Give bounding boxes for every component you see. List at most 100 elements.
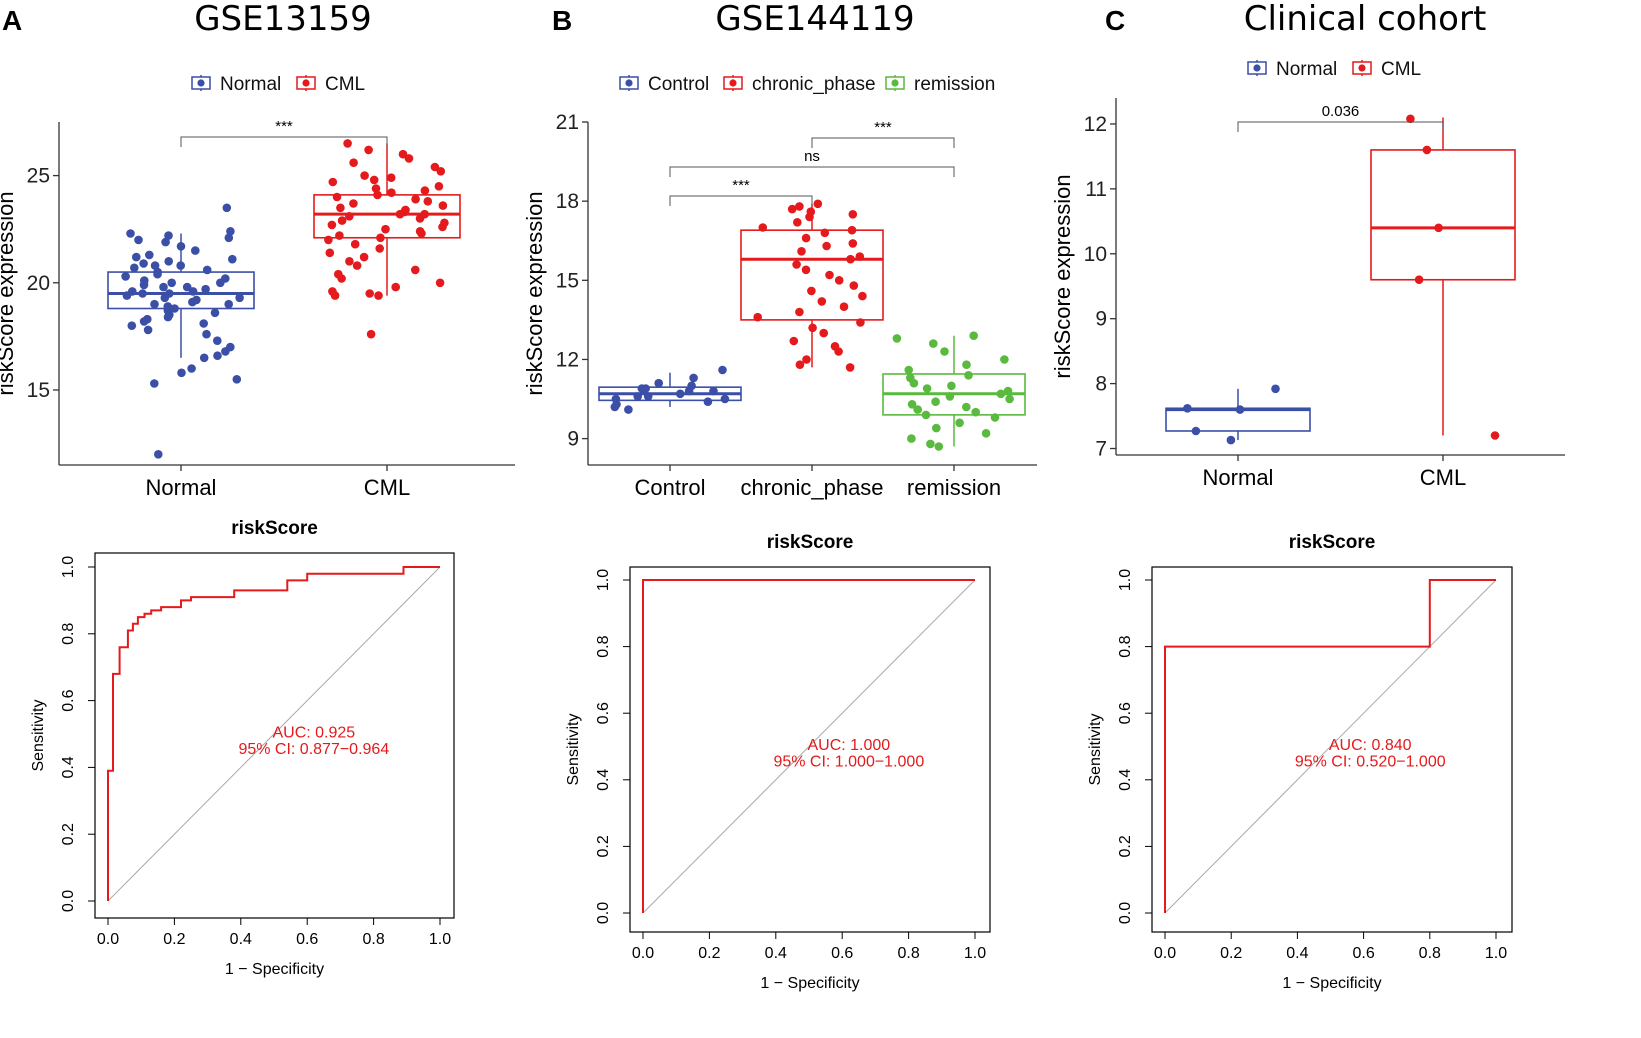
data-point: [143, 325, 153, 335]
data-point: [1414, 275, 1424, 285]
ci-label: 95% CI: 0.877−0.964: [238, 741, 389, 758]
y-tick-label: 0.4: [60, 756, 77, 778]
data-point: [366, 329, 376, 339]
panel-title-b: GSE144119: [715, 0, 914, 39]
data-point: [849, 281, 859, 290]
data-point: [201, 284, 210, 294]
x-tick-label: CML: [1420, 465, 1466, 490]
boxplot-clinical-cohort: 7 8 9 10 11 12 riskScore expression Normal CML No…: [1050, 59, 1565, 490]
data-point: [913, 405, 922, 414]
data-point: [1235, 405, 1245, 414]
significance-label: ns: [804, 148, 820, 165]
x-tick-label: remission: [907, 475, 1001, 500]
plot-frame: [1151, 566, 1513, 933]
y-tick-label: 0.8: [1117, 635, 1134, 657]
data-point: [822, 241, 831, 251]
data-point: [934, 442, 944, 451]
data-point: [947, 381, 956, 391]
box-iqr: [107, 271, 255, 310]
data-point: [330, 291, 340, 300]
data-point: [909, 378, 919, 388]
x-tick-label: 0.6: [1352, 945, 1374, 962]
y-tick-label: 12: [1084, 113, 1107, 136]
y-tick-label: 18: [556, 190, 579, 213]
data-point: [139, 280, 149, 290]
y-tick-label: 1.0: [1117, 569, 1134, 591]
data-point: [945, 392, 955, 401]
ci-label: 95% CI: 0.520−1.000: [1295, 753, 1446, 770]
boxplot-gse144119: 9 12 15 18 21 riskScore expression Control chro…: [522, 74, 1037, 500]
y-tick-label: 12: [556, 348, 579, 371]
auc-label: AUC: 1.000: [807, 737, 890, 754]
data-point: [235, 293, 244, 303]
data-point: [907, 400, 917, 409]
data-point: [1226, 435, 1236, 445]
y-tick-label: 10: [1084, 243, 1107, 266]
roc-curve-line: [642, 579, 975, 913]
data-point: [222, 203, 232, 213]
data-point: [1490, 431, 1500, 440]
data-point: [709, 386, 718, 396]
y-tick-label: 7: [1095, 438, 1107, 461]
data-point: [411, 265, 420, 275]
data-point: [1406, 114, 1415, 124]
data-point: [359, 252, 369, 262]
data-point: [834, 276, 844, 285]
data-point: [202, 329, 211, 339]
data-point: [643, 392, 653, 401]
significance-label: ***: [732, 177, 750, 194]
y-tick-label: 15: [27, 379, 50, 402]
x-tick-label: 0.8: [1419, 945, 1441, 962]
data-point: [375, 244, 385, 253]
data-point: [176, 261, 185, 270]
x-tick-label: 1.0: [964, 945, 986, 962]
x-tick-label: Normal: [1203, 465, 1274, 490]
y-tick-label: 11: [1085, 178, 1107, 201]
data-point: [187, 364, 196, 373]
data-point: [213, 336, 222, 346]
data-point: [395, 209, 405, 219]
x-axis-title: 1 − Specificity: [225, 961, 324, 978]
data-point: [404, 154, 414, 163]
data-point: [177, 368, 186, 378]
data-point: [415, 214, 425, 223]
roc-title: riskScore: [767, 532, 854, 553]
y-tick-label: 0.2: [595, 835, 612, 857]
significance-bracket: [669, 195, 813, 206]
data-point: [845, 363, 855, 372]
roc-title: riskScore: [1289, 532, 1376, 553]
data-point: [834, 347, 843, 356]
y-tick-label: 0.0: [1117, 902, 1134, 924]
data-point: [962, 402, 971, 412]
data-point: [990, 413, 1000, 422]
y-axis-title: riskScore expression: [522, 191, 547, 395]
plot-frame: [629, 566, 991, 933]
roc-curve-clinical-cohort: riskScore 0.0 0.0 0.2 0.2 0.4 0.4 0.6 0.6 0.8 0.8 1…: [1087, 532, 1513, 992]
y-axis-title: Sensitivity: [30, 699, 47, 771]
data-point: [436, 167, 446, 176]
data-point: [929, 339, 938, 348]
y-tick-label: 8: [1095, 373, 1107, 396]
panel-title-a: GSE13159: [194, 0, 372, 39]
data-point: [787, 204, 797, 214]
data-point: [940, 347, 949, 356]
data-point: [345, 257, 354, 266]
data-point: [858, 291, 867, 301]
data-point: [349, 158, 358, 167]
data-point: [633, 392, 642, 401]
y-tick-label: 21: [556, 111, 579, 134]
data-point: [793, 218, 802, 227]
data-point: [352, 261, 362, 270]
data-point: [224, 233, 234, 243]
data-point: [164, 231, 173, 240]
legend-key-dot: [729, 79, 737, 87]
legend-label: chronic_phase: [752, 74, 876, 95]
data-point: [161, 237, 170, 247]
legend-label: Control: [648, 74, 709, 95]
significance-label: 0.036: [1322, 103, 1360, 120]
legend-label: CML: [1381, 59, 1421, 80]
data-point: [971, 407, 980, 417]
data-point: [848, 239, 858, 248]
reference-diagonal: [1164, 579, 1497, 914]
x-tick-label: 0.4: [230, 931, 252, 948]
